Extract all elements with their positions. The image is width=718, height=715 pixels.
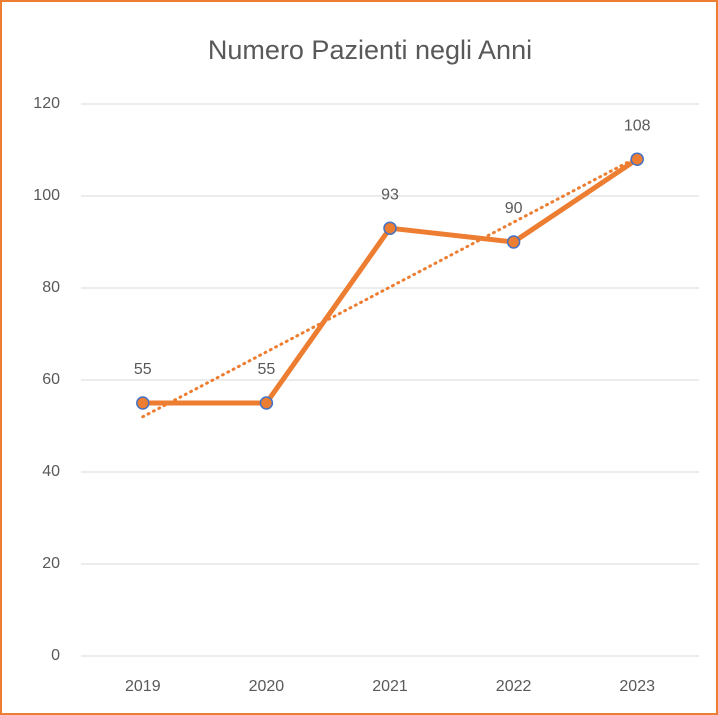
y-tick-label: 0: [51, 647, 60, 664]
data-label: 108: [624, 117, 651, 134]
marker: [383, 221, 397, 235]
data-label: 55: [258, 361, 276, 378]
data-label: 55: [134, 361, 152, 378]
y-tick-label: 40: [42, 463, 60, 480]
y-tick-label: 80: [42, 279, 60, 296]
marker: [630, 152, 644, 166]
y-tick-label: 120: [33, 95, 60, 112]
data-label: 90: [505, 200, 523, 217]
y-tick-label: 60: [42, 371, 60, 388]
x-tick-label: 2023: [619, 678, 655, 695]
marker: [259, 396, 274, 410]
y-tick-label: 20: [42, 555, 60, 572]
data-label: 93: [381, 186, 399, 203]
marker: [506, 235, 521, 249]
x-tick-label: 2022: [496, 678, 532, 695]
x-tick-label: 2021: [372, 678, 408, 695]
y-tick-label: 100: [33, 187, 60, 204]
x-tick-label: 2019: [125, 678, 161, 695]
x-tick-label: 2020: [249, 678, 285, 695]
marker: [136, 396, 150, 410]
chart-title: Numero Pazienti negli Anni: [208, 35, 532, 65]
